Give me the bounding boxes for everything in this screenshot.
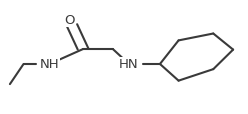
Text: O: O	[64, 14, 75, 27]
Text: HN: HN	[119, 58, 139, 71]
Text: NH: NH	[40, 58, 60, 71]
